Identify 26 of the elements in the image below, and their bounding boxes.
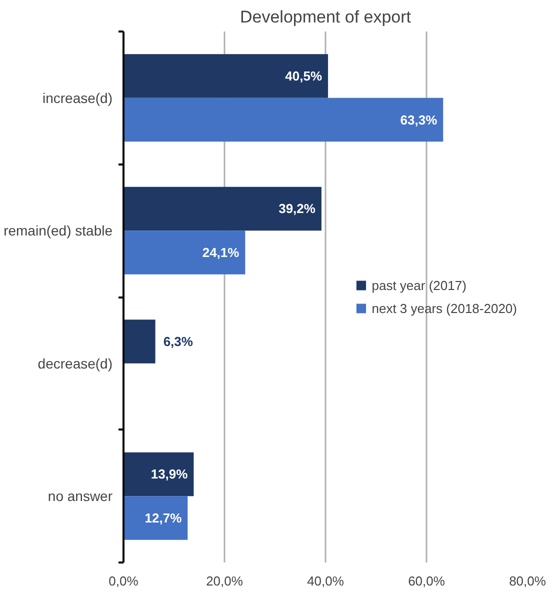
bar (124, 54, 328, 98)
legend-label: next 3 years (2018-2020) (372, 300, 517, 316)
x-tick-label: 0,0% (108, 574, 139, 588)
y-tick-label: no answer (48, 488, 113, 504)
data-label: 39,2% (278, 201, 316, 216)
bar (124, 230, 246, 274)
x-tick-label: 40,0% (307, 574, 344, 588)
y-tick-label: remain(ed) stable (4, 222, 113, 239)
x-tick-label: 20,0% (206, 574, 244, 588)
data-label: 63,3% (400, 112, 438, 128)
x-tick-label: 60,0% (408, 574, 446, 588)
data-label: 6,3% (163, 334, 194, 349)
chart-title: Development of export (240, 8, 412, 26)
bar (124, 496, 188, 540)
data-label: 40,5% (285, 68, 322, 84)
x-tick-label: 80,0% (509, 574, 546, 588)
data-label: 24,1% (202, 245, 240, 260)
data-label: 13,9% (150, 466, 188, 482)
data-label: 12,7% (144, 510, 182, 526)
y-tick-label: decrease(d) (38, 355, 112, 372)
bar (124, 186, 322, 231)
bar (124, 452, 194, 496)
bar (124, 98, 444, 142)
y-tick-label: increase(d) (42, 90, 113, 106)
legend-label: past year (2017) (372, 278, 466, 292)
bar (124, 320, 156, 364)
